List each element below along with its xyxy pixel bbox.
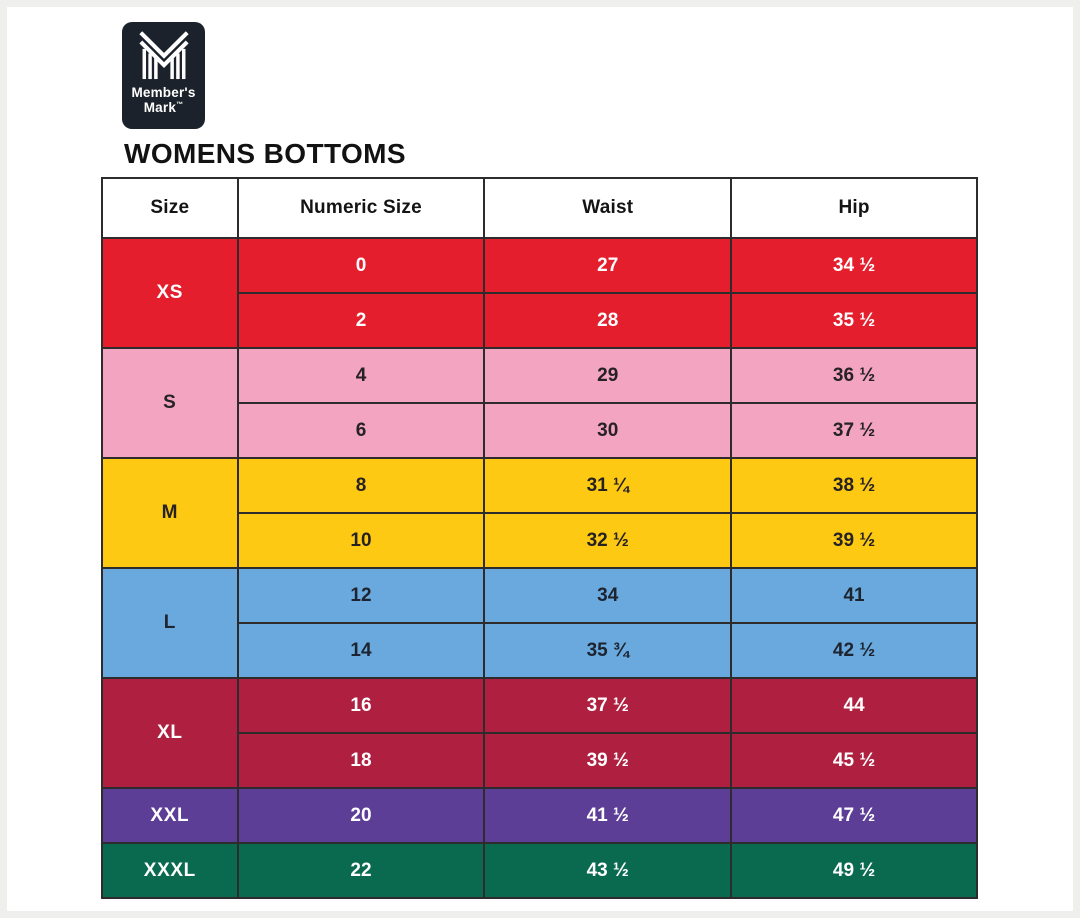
logo-wordmark: Member's Mark™ <box>131 85 196 115</box>
cell-waist: 41 ½ <box>483 787 733 844</box>
cell-hip: 35 ½ <box>730 292 978 349</box>
cell-numeric-size: 2 <box>236 292 486 349</box>
cell-numeric-size: 18 <box>236 732 486 789</box>
cell-hip: 34 ½ <box>730 237 978 294</box>
logo-line1: Member's <box>131 85 196 100</box>
table-row: M 8 31 ¼ 38 ½ <box>101 457 978 569</box>
size-group-label: XS <box>101 237 239 349</box>
cell-hip: 45 ½ <box>730 732 978 789</box>
header-row: Size Numeric Size Waist Hip <box>101 177 978 239</box>
table-row: XXL 20 41 ½ 47 ½ <box>101 787 978 844</box>
cell-waist: 37 ½ <box>483 677 733 734</box>
size-group-label: L <box>101 567 239 679</box>
cell-hip: 36 ½ <box>730 347 978 404</box>
size-group-label: M <box>101 457 239 569</box>
size-group-label: XL <box>101 677 239 789</box>
cell-numeric-size: 14 <box>236 622 486 679</box>
col-header-numeric-size: Numeric Size <box>236 177 486 239</box>
cell-waist: 43 ½ <box>483 842 733 899</box>
table-row: 6 30 37 ½ <box>102 402 978 459</box>
cell-numeric-size: 10 <box>236 512 486 569</box>
cell-numeric-size: 16 <box>236 677 486 734</box>
table-row: XS 0 27 34 ½ <box>101 237 978 349</box>
cell-waist: 29 <box>483 347 733 404</box>
table-row: 14 35 ¾ 42 ½ <box>102 622 978 679</box>
table-row: XL 16 37 ½ 44 <box>101 677 978 789</box>
cell-hip: 49 ½ <box>730 842 978 899</box>
cell-hip: 39 ½ <box>730 512 978 569</box>
page-title: WOMENS BOTTOMS <box>124 138 406 169</box>
cell-numeric-size: 22 <box>236 842 486 899</box>
cell-numeric-size: 6 <box>236 402 486 459</box>
cell-hip: 41 <box>730 567 978 624</box>
table-row: L 12 34 41 <box>101 567 978 679</box>
cell-hip: 47 ½ <box>730 787 978 844</box>
cell-numeric-size: 0 <box>236 237 486 294</box>
members-mark-m-icon <box>138 31 189 80</box>
col-header-waist: Waist <box>483 177 733 239</box>
size-group-label: S <box>101 347 239 459</box>
table-row: S 4 29 36 ½ <box>101 347 978 459</box>
cell-waist: 39 ½ <box>483 732 733 789</box>
table-row: 18 39 ½ 45 ½ <box>102 732 978 789</box>
cell-numeric-size: 20 <box>236 787 486 844</box>
size-chart-table: Size Numeric Size Waist Hip XS 0 27 34 ½… <box>101 177 978 899</box>
logo-line2: Mark <box>143 99 177 115</box>
cell-waist: 35 ¾ <box>483 622 733 679</box>
cell-hip: 42 ½ <box>730 622 978 679</box>
table-row: XXXL 22 43 ½ 49 ½ <box>101 842 978 899</box>
size-group-label: XXL <box>101 787 239 844</box>
cell-hip: 37 ½ <box>730 402 978 459</box>
table-row: 2 28 35 ½ <box>102 292 978 349</box>
cell-waist: 30 <box>483 402 733 459</box>
cell-waist: 32 ½ <box>483 512 733 569</box>
cell-hip: 38 ½ <box>730 457 978 514</box>
size-group-label: XXXL <box>101 842 239 899</box>
cell-hip: 44 <box>730 677 978 734</box>
col-header-size: Size <box>101 177 239 239</box>
table-row: 10 32 ½ 39 ½ <box>102 512 978 569</box>
cell-waist: 31 ¼ <box>483 457 733 514</box>
table-header: Size Numeric Size Waist Hip <box>101 177 978 239</box>
trademark-symbol: ™ <box>176 101 184 109</box>
cell-waist: 34 <box>483 567 733 624</box>
cell-numeric-size: 4 <box>236 347 486 404</box>
cell-numeric-size: 8 <box>236 457 486 514</box>
cell-waist: 27 <box>483 237 733 294</box>
col-header-hip: Hip <box>730 177 978 239</box>
cell-numeric-size: 12 <box>236 567 486 624</box>
members-mark-logo: Member's Mark™ <box>122 22 205 129</box>
cell-waist: 28 <box>483 292 733 349</box>
